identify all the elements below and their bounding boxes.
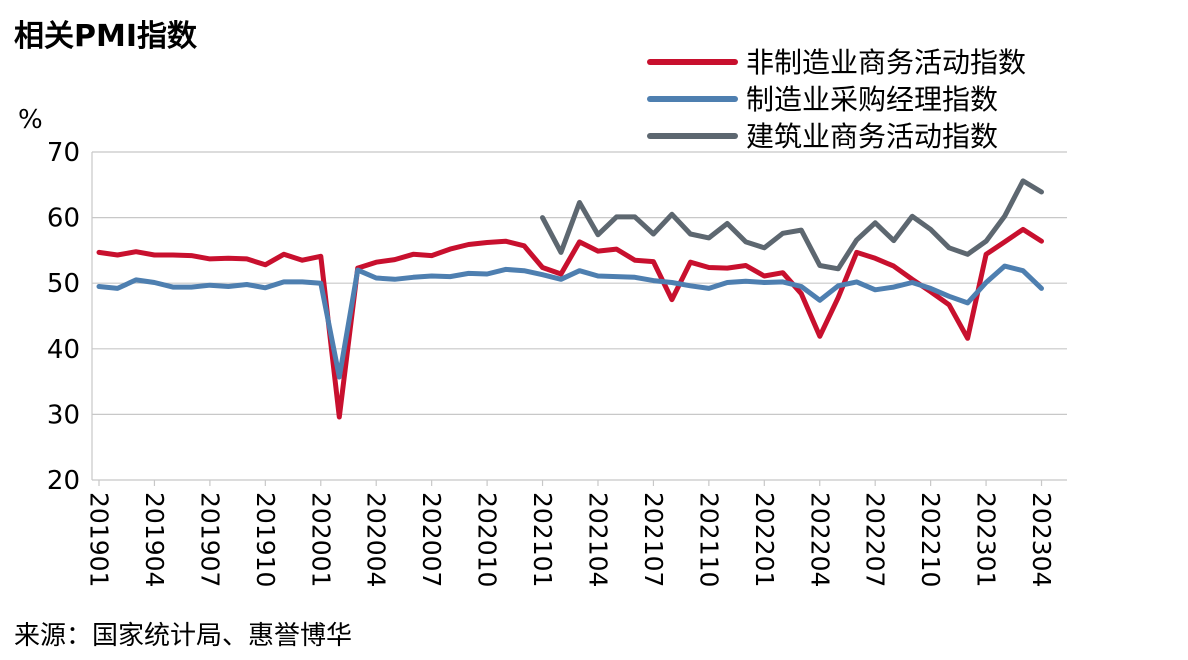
- x-tick-label: 202201: [750, 492, 779, 587]
- y-tick-label: 50: [47, 269, 80, 299]
- grid-lines: [91, 151, 1067, 481]
- y-axis-ticks: 20 30 40 50 60 70: [47, 138, 80, 496]
- y-tick-label: 60: [47, 204, 80, 234]
- x-tick-label: 202304: [1027, 492, 1056, 587]
- x-tick-label: 202010: [473, 492, 502, 587]
- series-line-1: [96, 263, 1044, 380]
- y-tick-label: 30: [47, 400, 80, 430]
- x-tick-label: 201907: [195, 492, 224, 587]
- y-tick-label: 40: [47, 335, 80, 365]
- x-tick-label: 202107: [639, 492, 668, 587]
- y-tick-label: 20: [47, 466, 80, 496]
- chart-title: 相关PMI指数: [14, 19, 198, 54]
- x-tick-label: 201901: [85, 492, 114, 587]
- series-lines: [96, 178, 1044, 420]
- x-tick-label: 202001: [306, 492, 335, 587]
- x-tick-label: 201910: [251, 492, 280, 587]
- x-tick-label: 202204: [805, 492, 834, 587]
- x-tick-label: 202101: [528, 492, 557, 587]
- legend-label-0: 非制造业商务活动指数: [746, 46, 1026, 79]
- legend-label-2: 建筑业商务活动指数: [746, 120, 998, 153]
- x-axis-ticks: 201901 201904 201907 201910 202001 202004 2020…: [85, 480, 1056, 587]
- x-tick-label: 201904: [140, 492, 169, 587]
- x-tick-label: 202210: [916, 492, 945, 587]
- legend-label-1: 制造业采购经理指数: [746, 83, 998, 116]
- y-tick-label: 70: [47, 138, 80, 168]
- x-tick-label: 202004: [362, 492, 391, 587]
- x-tick-label: 202207: [861, 492, 890, 587]
- series-line-2: [540, 178, 1044, 272]
- y-axis-unit: %: [18, 105, 43, 135]
- source-note: 来源：国家统计局、惠誉博华: [14, 621, 352, 651]
- x-tick-label: 202110: [694, 492, 723, 587]
- x-tick-label: 202301: [972, 492, 1001, 587]
- x-tick-label: 202007: [417, 492, 446, 587]
- series-line-0: [96, 226, 1044, 420]
- x-tick-label: 202104: [583, 492, 612, 587]
